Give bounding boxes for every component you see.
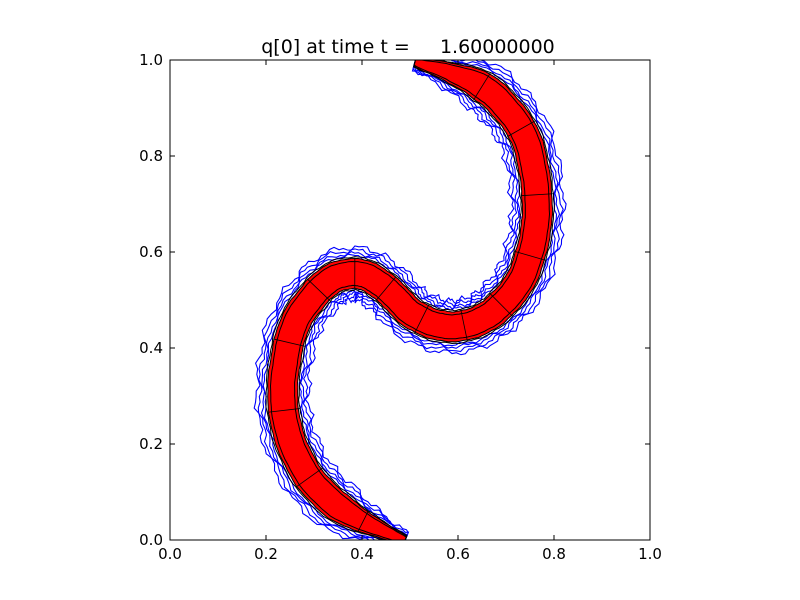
patch-edge <box>273 338 305 347</box>
x-tick-label: 0.6 <box>446 545 470 563</box>
y-tick-label: 0.0 <box>139 531 163 549</box>
patch-edge <box>489 293 513 317</box>
contour-inner-level-1 <box>265 60 555 540</box>
axis-tick-labels: 0.0 0.2 0.4 0.6 0.8 1.0 0.0 0.2 0.4 0.6 0.8 1.0 <box>139 51 662 563</box>
x-tick-label: 0.4 <box>350 545 374 563</box>
patch-edge <box>295 467 323 488</box>
patch-edge <box>357 510 369 532</box>
x-tick-label: 1.0 <box>638 545 662 563</box>
patch-edge <box>520 193 553 197</box>
patch-edge <box>375 276 397 302</box>
y-tick-label: 0.8 <box>139 147 163 165</box>
patch-edge <box>460 309 468 342</box>
y-tick-label: 0.4 <box>139 339 163 357</box>
axis-ticks <box>169 59 651 541</box>
x-tick-label: 0.0 <box>158 545 182 563</box>
contour-outer-level-1 <box>253 60 567 540</box>
patch-edge <box>267 408 300 413</box>
patch-edge <box>514 250 546 261</box>
plot-area <box>253 60 567 540</box>
patch-edge <box>306 278 331 302</box>
axes-frame <box>169 59 651 541</box>
chart-title: q[0] at time t = 1.60000000 <box>261 36 555 58</box>
y-tick-label: 0.6 <box>139 243 163 261</box>
patch-edge <box>507 120 536 138</box>
contour-outer-level-2 <box>257 60 564 540</box>
y-tick-label: 1.0 <box>139 51 163 69</box>
patch-edge <box>473 72 491 101</box>
contour-inner-level-3 <box>269 60 551 540</box>
x-tick-label: 0.2 <box>254 545 278 563</box>
patch-edge <box>414 304 430 334</box>
contour-inner-level-2 <box>267 60 554 540</box>
filled-region <box>267 60 553 540</box>
x-tick-label: 0.8 <box>542 545 566 563</box>
y-tick-label: 0.2 <box>139 435 163 453</box>
